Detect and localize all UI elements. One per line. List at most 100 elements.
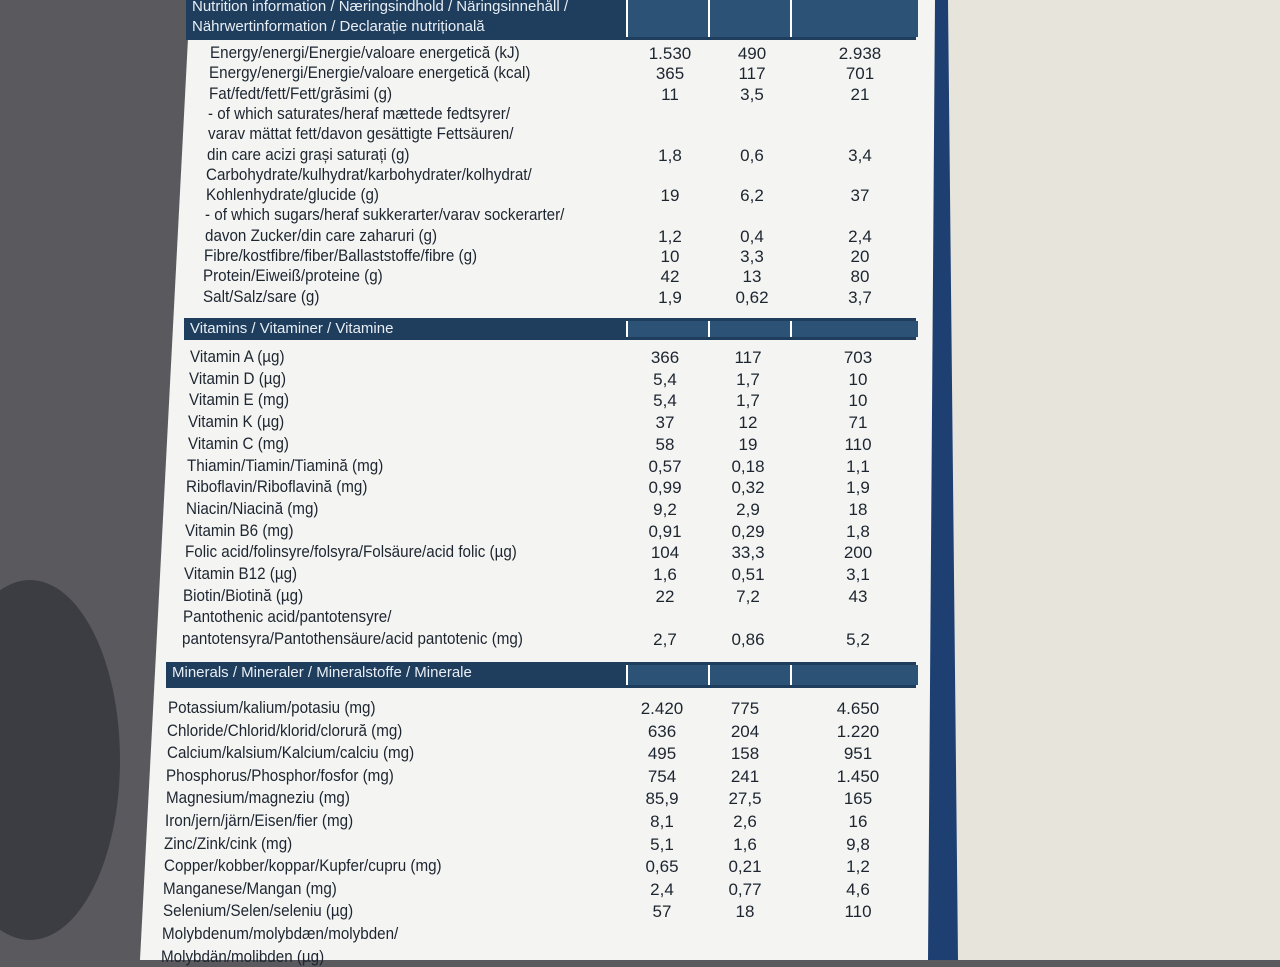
nutrient-label: - of which sugars/heraf sukkerarter/vara… — [205, 206, 565, 225]
nutrient-value: 4.650 — [836, 699, 880, 718]
nutrient-value: 1,7 — [736, 391, 760, 411]
nutrient-label: Salt/Salz/sare (g) — [202, 287, 320, 306]
nutrient-label: Energy/energi/Energie/valoare energetică… — [209, 64, 531, 83]
nutrient-value: 10 — [848, 369, 868, 389]
nutrient-value: 6,2 — [740, 186, 764, 206]
section-header: Vitamins / Vitaminer / Vitamine — [184, 318, 918, 340]
nutrient-value: 3,3 — [740, 247, 764, 266]
nutrient-value: 0,99 — [648, 478, 682, 498]
nutrient-label: Vitamin C (mg) — [187, 434, 289, 453]
nutrient-value: 80 — [850, 267, 870, 287]
nutrient-value: 366 — [650, 348, 680, 367]
nutrient-label: davon Zucker/din care zaharuri (g) — [204, 226, 437, 245]
section-title: Vitamins / Vitaminer / Vitamine — [190, 320, 394, 337]
nutrient-value: 636 — [647, 721, 677, 741]
nutrient-value: 1,9 — [846, 478, 870, 498]
nutrient-value: 0,91 — [648, 521, 682, 541]
nutrient-value: 18 — [735, 902, 755, 922]
nutrient-label: Biotin/Biotină (µg) — [183, 586, 304, 605]
nutrient-label: Thiamin/Tiamin/Tiamină (mg) — [187, 456, 384, 475]
nutrient-value: 37 — [655, 413, 675, 433]
nutrient-value: 0,21 — [728, 857, 762, 877]
nutrient-label: Calcium/kalsium/Kalcium/calciu (mg) — [166, 744, 414, 763]
column-header-cell — [626, 665, 710, 685]
nutrient-value: 1,8 — [846, 521, 870, 541]
nutrient-value: 1,1 — [846, 456, 870, 476]
nutrient-value: 19 — [738, 434, 758, 454]
column-header-cell — [626, 321, 710, 337]
nutrient-value: 0,18 — [731, 456, 765, 476]
nutrient-value: 2,9 — [736, 499, 760, 519]
dark-object — [0, 580, 120, 940]
nutrient-value: 1,2 — [658, 226, 682, 246]
nutrient-label: Pantothenic acid/pantotensyre/ — [182, 608, 392, 627]
nutrient-value: 5,1 — [650, 834, 674, 854]
nutrient-value: 43 — [848, 586, 868, 606]
nutrient-value: 27,5 — [728, 789, 762, 809]
nutrient-label: Folic acid/folinsyre/folsyra/Folsäure/ac… — [184, 543, 517, 562]
nutrient-value: 1.220 — [836, 721, 880, 741]
nutrient-label: Fibre/kostfibre/fiber/Ballaststoffe/fibr… — [204, 247, 478, 265]
nutrient-label: Niacin/Niacină (mg) — [185, 499, 319, 518]
nutrient-value: 42 — [660, 267, 680, 287]
nutrient-label: Riboflavin/Riboflavină (mg) — [186, 478, 368, 497]
nutrient-value: 0,51 — [731, 565, 765, 584]
nutrient-value: 951 — [843, 744, 873, 764]
column-header-cell — [708, 665, 792, 685]
nutrient-value: 2,6 — [733, 812, 757, 831]
nutrient-value: 701 — [845, 64, 875, 84]
nutrient-label: Protein/Eiweiß/proteine (g) — [203, 267, 384, 286]
nutrient-value: 16 — [848, 812, 868, 831]
tiled-surface — [900, 0, 1280, 960]
nutrient-value: 2,7 — [653, 630, 677, 650]
nutrient-label: din care acizi grași saturați (g) — [207, 145, 410, 164]
nutrient-value: 0,62 — [735, 287, 769, 307]
nutrient-value: 110 — [844, 902, 872, 922]
nutrient-value: 13 — [742, 267, 762, 287]
label-card — [140, 0, 935, 960]
column-header-cell — [790, 321, 918, 337]
nutrient-value: 0,77 — [728, 879, 762, 899]
column-header-cell — [790, 665, 918, 685]
nutrient-value: 0,86 — [731, 630, 765, 650]
nutrient-label: - of which saturates/heraf mættede fedts… — [208, 104, 511, 123]
nutrient-value: 2,4 — [848, 226, 872, 246]
nutrient-value: 204 — [730, 721, 760, 741]
nutrient-value: 490 — [737, 44, 767, 63]
nutrient-value: 1,2 — [846, 857, 870, 877]
nutrient-label: Magnesium/magneziu (mg) — [165, 789, 350, 808]
nutrient-value: 21 — [850, 84, 870, 104]
section-title: Nährwertinformation / Declarație nutriți… — [192, 18, 485, 35]
section-title: Minerals / Mineraler / Mineralstoffe / M… — [172, 664, 472, 681]
nutrient-value: 104 — [650, 543, 680, 563]
nutrient-label: Vitamin B6 (mg) — [185, 521, 294, 540]
nutrient-label: Zinc/Zink/cink (mg) — [164, 834, 293, 853]
nutrient-value: 71 — [848, 413, 868, 433]
nutrient-value: 495 — [647, 744, 677, 764]
section-header: Nutrition information / Næringsindhold /… — [186, 0, 918, 40]
nutrient-value: 2.420 — [640, 699, 684, 718]
column-header-cell — [708, 321, 792, 337]
nutrient-label: pantotensyra/Pantothensäure/acid pantote… — [182, 630, 524, 649]
nutrient-value: 365 — [655, 64, 685, 84]
nutrient-value: 0,4 — [740, 226, 764, 246]
nutrient-label: Molybdenum/molybdæn/molybden/ — [162, 925, 399, 943]
nutrient-value: 1,7 — [736, 369, 760, 389]
nutrient-value: 33,3 — [731, 543, 765, 563]
nutrient-value: 1,6 — [733, 834, 757, 854]
column-header-cell — [790, 0, 918, 37]
nutrient-value: 4,6 — [846, 879, 870, 899]
nutrient-value: 703 — [843, 348, 873, 367]
nutrient-value: 19 — [660, 186, 680, 206]
nutrient-value: 3,5 — [740, 84, 764, 104]
nutrient-value: 0,29 — [731, 521, 765, 541]
nutrient-label: Copper/kobber/koppar/Kupfer/cupru (mg) — [163, 857, 442, 876]
nutrient-value: 117 — [738, 64, 766, 84]
nutrient-value: 12 — [738, 413, 758, 433]
column-header-cell — [708, 0, 792, 37]
nutrient-value: 200 — [843, 543, 873, 563]
nutrient-value: 57 — [652, 902, 672, 922]
nutrient-value: 5,4 — [653, 369, 677, 389]
nutrient-label: Vitamin A (µg) — [190, 348, 285, 366]
